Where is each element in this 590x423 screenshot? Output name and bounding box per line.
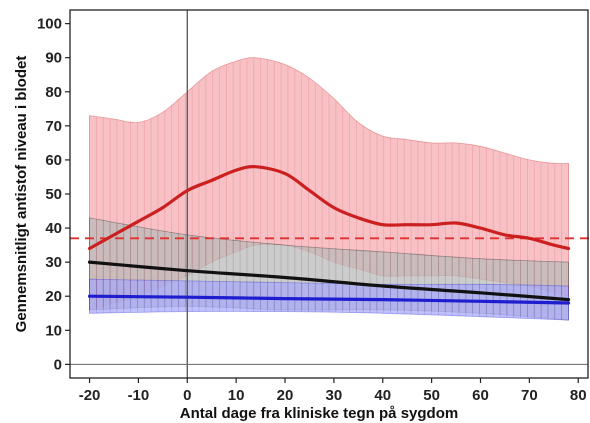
x-tick-label: 10: [228, 387, 245, 404]
reference-lines: [70, 10, 590, 378]
y-tick-label: 30: [45, 254, 62, 271]
series-lines: [87, 165, 571, 305]
y-tick-label: 40: [45, 220, 62, 237]
y-tick-label: 20: [45, 288, 62, 305]
y-tick-label: 100: [37, 16, 62, 33]
y-axis-ticks: 0 10 20 30 40 50 60 70 80 90 100: [37, 16, 70, 373]
y-tick-label: 90: [45, 50, 62, 67]
x-tick-label: 30: [326, 387, 343, 404]
y-tick-label: 50: [45, 186, 62, 203]
x-axis-label: Antal dage fra kliniske tegn på sygdom: [180, 405, 458, 422]
x-tick-label: 80: [570, 387, 587, 404]
x-tick-label: -10: [128, 387, 150, 404]
x-tick-label: 50: [423, 387, 440, 404]
x-tick-label: 40: [374, 387, 391, 404]
x-tick-label: 20: [277, 387, 294, 404]
y-tick-label: 0: [54, 356, 62, 373]
x-tick-label: 0: [183, 387, 191, 404]
series-line-3: [87, 294, 571, 305]
x-axis-ticks: -20 -10 0 10 20 30 40 50 60 70 80: [79, 378, 587, 404]
y-tick-label: 60: [45, 152, 62, 169]
series-line-1: [87, 165, 571, 251]
y-axis-label: Gennemsnitligt antistof niveau i blodet: [13, 56, 30, 333]
y-tick-label: 10: [45, 322, 62, 339]
series-line-2: [87, 260, 571, 302]
x-tick-label: 60: [472, 387, 489, 404]
x-tick-label: 70: [521, 387, 538, 404]
x-tick-label: -20: [79, 387, 101, 404]
y-tick-label: 80: [45, 84, 62, 101]
y-tick-label: 70: [45, 118, 62, 135]
